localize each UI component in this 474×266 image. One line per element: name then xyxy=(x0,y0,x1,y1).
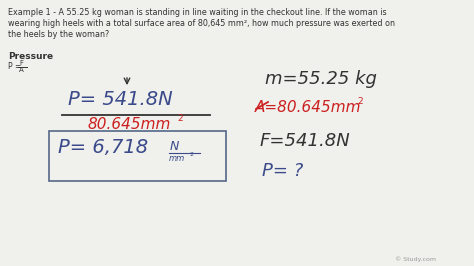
Text: 2: 2 xyxy=(190,152,194,157)
Text: P =: P = xyxy=(8,62,21,71)
Text: Example 1 - A 55.25 kg woman is standing in line waiting in the checkout line. I: Example 1 - A 55.25 kg woman is standing… xyxy=(8,8,387,17)
Text: wearing high heels with a total surface area of 80,645 mm², how much pressure wa: wearing high heels with a total surface … xyxy=(8,19,395,28)
Text: P= ?: P= ? xyxy=(262,162,303,180)
Text: A=80.645mm: A=80.645mm xyxy=(255,100,362,115)
FancyBboxPatch shape xyxy=(49,131,226,181)
Text: 2: 2 xyxy=(357,97,363,106)
Text: F: F xyxy=(19,60,23,66)
Text: Pressure: Pressure xyxy=(8,52,53,61)
Text: P= 541.8N: P= 541.8N xyxy=(68,90,173,109)
Text: A: A xyxy=(19,67,24,73)
Text: 2: 2 xyxy=(177,114,182,123)
Text: F=541.8N: F=541.8N xyxy=(260,132,351,150)
Text: 80.645mm: 80.645mm xyxy=(88,117,172,132)
Text: m=55.25 kg: m=55.25 kg xyxy=(265,70,377,88)
Text: © Study.com: © Study.com xyxy=(395,256,436,262)
Text: P= 6,718: P= 6,718 xyxy=(58,138,148,157)
Text: the heels by the woman?: the heels by the woman? xyxy=(8,30,109,39)
Text: N: N xyxy=(170,140,179,153)
Text: mm: mm xyxy=(169,154,185,163)
